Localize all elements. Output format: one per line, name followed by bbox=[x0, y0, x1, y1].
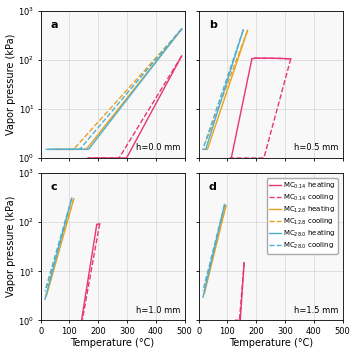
Y-axis label: Vapor pressure (kPa): Vapor pressure (kPa) bbox=[6, 34, 16, 135]
Text: h=0.5 mm: h=0.5 mm bbox=[294, 143, 338, 152]
Text: d: d bbox=[209, 182, 216, 192]
X-axis label: Temperature (°C): Temperature (°C) bbox=[229, 338, 313, 348]
Text: b: b bbox=[209, 19, 216, 30]
Y-axis label: Vapor pressure (kPa): Vapor pressure (kPa) bbox=[6, 196, 16, 297]
X-axis label: Temperature (°C): Temperature (°C) bbox=[70, 338, 155, 348]
Text: a: a bbox=[51, 19, 58, 30]
Text: h=1.5 mm: h=1.5 mm bbox=[294, 306, 338, 314]
Text: h=0.0 mm: h=0.0 mm bbox=[136, 143, 180, 152]
Text: c: c bbox=[51, 182, 57, 192]
Text: h=1.0 mm: h=1.0 mm bbox=[136, 306, 180, 314]
Legend: MC$_{0.14}$ heating, MC$_{0.14}$ cooling, MC$_{12.8}$ heating, MC$_{12.8}$ cooli: MC$_{0.14}$ heating, MC$_{0.14}$ cooling… bbox=[267, 178, 337, 253]
